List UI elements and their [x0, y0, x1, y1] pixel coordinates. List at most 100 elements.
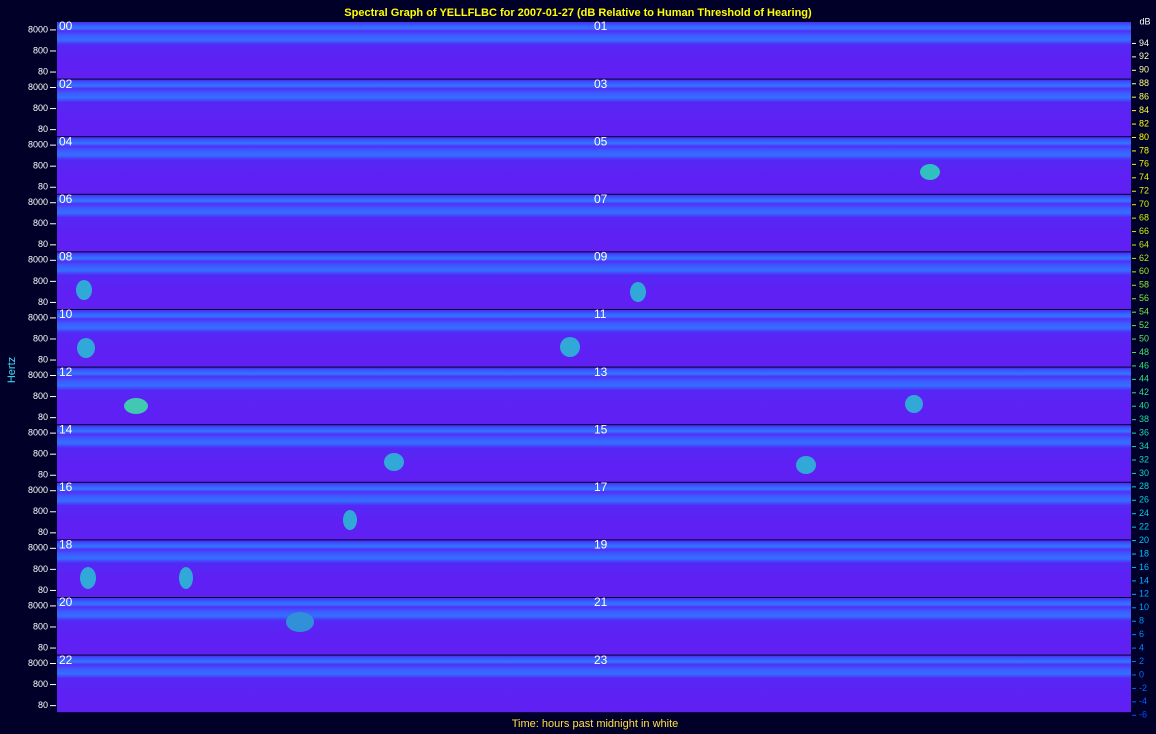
y-tick-label: 80	[38, 297, 48, 307]
colorbar-tick-label: 70	[1139, 199, 1149, 209]
y-tick-label: 800	[33, 161, 48, 171]
colorbar-tick-label: 88	[1139, 78, 1149, 88]
blob	[905, 395, 923, 413]
y-tick-label: 800	[33, 564, 48, 574]
spectrogram-panel	[592, 22, 1131, 79]
colorbar-tick-label: 62	[1139, 253, 1149, 263]
spectrogram-panel	[592, 483, 1131, 540]
spectrogram-panel	[592, 310, 1131, 367]
colorbar-tick-label: 74	[1139, 172, 1149, 182]
colorbar-tick-label: 14	[1139, 575, 1149, 585]
spectrogram-panel	[592, 656, 1131, 713]
colorbar-tick-label: 10	[1139, 602, 1149, 612]
colorbar-tick-label: 6	[1139, 629, 1144, 639]
colorbar-tick-label: 94	[1139, 38, 1149, 48]
colorbar-tick-label: 82	[1139, 118, 1149, 128]
spectrogram-panel	[592, 252, 1131, 309]
spectrogram-panel	[592, 425, 1131, 482]
hour-label: 04	[59, 134, 73, 148]
blob	[796, 456, 816, 474]
colorbar-tick-label: -4	[1139, 696, 1147, 706]
colorbar-tick-label: -2	[1139, 683, 1147, 693]
hour-label: 01	[594, 19, 608, 33]
y-tick-label: 8000	[28, 197, 48, 207]
spectrogram-panel	[57, 195, 592, 252]
colorbar-tick-label: 2	[1139, 656, 1144, 666]
blob	[286, 612, 314, 632]
hour-label: 20	[59, 595, 73, 609]
y-tick-label: 80	[38, 182, 48, 192]
hour-label: 09	[594, 250, 608, 264]
y-tick-label: 80	[38, 527, 48, 537]
y-tick-label: 80	[38, 700, 48, 710]
colorbar-tick-label: 44	[1139, 374, 1149, 384]
hour-label: 18	[59, 538, 73, 552]
colorbar-tick-label: 78	[1139, 145, 1149, 155]
chart: Spectral Graph of YELLFLBC for 2007-01-2…	[0, 0, 1156, 734]
colorbar-tick-label: 66	[1139, 226, 1149, 236]
colorbar-tick-label: 24	[1139, 508, 1149, 518]
hour-label: 00	[59, 19, 73, 33]
colorbar-tick-label: 84	[1139, 105, 1149, 115]
spectrogram-panel	[592, 80, 1131, 137]
hour-label: 12	[59, 365, 73, 379]
y-tick-label: 80	[38, 412, 48, 422]
chart-title: Spectral Graph of YELLFLBC for 2007-01-2…	[344, 7, 812, 19]
colorbar-tick-label: -6	[1139, 710, 1147, 720]
hour-label: 19	[594, 538, 608, 552]
colorbar-tick-label: 18	[1139, 548, 1149, 558]
y-tick-label: 80	[38, 354, 48, 364]
colorbar-tick-label: 80	[1139, 132, 1149, 142]
spectrogram-panel	[592, 598, 1131, 655]
blob	[124, 398, 148, 414]
colorbar-tick-label: 90	[1139, 65, 1149, 75]
colorbar-tick-label: 58	[1139, 280, 1149, 290]
spectrogram-panel	[57, 425, 592, 482]
colorbar-tick-label: 64	[1139, 239, 1149, 249]
y-tick-label: 8000	[28, 312, 48, 322]
hour-label: 22	[59, 653, 73, 667]
y-tick-label: 8000	[28, 139, 48, 149]
spectrogram-panel	[592, 540, 1131, 597]
y-tick-label: 800	[33, 103, 48, 113]
spectrogram-panel	[57, 368, 592, 425]
spectrogram-panel	[592, 137, 1131, 194]
blob	[80, 567, 96, 589]
spectrogram-panel	[592, 368, 1131, 425]
colorbar-tick-label: 42	[1139, 387, 1149, 397]
spectrogram-panel	[57, 22, 592, 79]
colorbar-tick-label: 8	[1139, 616, 1144, 626]
hour-label: 11	[594, 307, 607, 321]
colorbar-tick-label: 0	[1139, 669, 1144, 679]
colorbar-tick-label: 72	[1139, 186, 1149, 196]
hour-label: 14	[59, 422, 73, 436]
y-tick-label: 80	[38, 66, 48, 76]
hour-label: 07	[594, 192, 608, 206]
blob	[560, 337, 580, 357]
y-tick-label: 8000	[28, 600, 48, 610]
y-tick-label: 800	[33, 391, 48, 401]
hour-label: 06	[59, 192, 73, 206]
y-tick-label: 8000	[28, 255, 48, 265]
colorbar-tick-label: 92	[1139, 51, 1149, 61]
spectrogram-panel	[57, 598, 592, 655]
page: Spectral Graph of YELLFLBC for 2007-01-2…	[0, 0, 1156, 734]
hour-label: 02	[59, 77, 73, 91]
y-tick-label: 8000	[28, 658, 48, 668]
spectrogram-panel	[57, 310, 592, 367]
y-tick-label: 80	[38, 470, 48, 480]
hour-label: 05	[594, 134, 608, 148]
y-tick-label: 80	[38, 585, 48, 595]
y-axis-label: Hertz	[6, 357, 18, 383]
colorbar-tick-label: 68	[1139, 212, 1149, 222]
blob	[630, 282, 646, 302]
hour-label: 13	[594, 365, 608, 379]
blob	[384, 453, 404, 471]
hour-label: 21	[594, 595, 608, 609]
colorbar-tick-label: 26	[1139, 495, 1149, 505]
y-tick-label: 800	[33, 506, 48, 516]
colorbar-tick-label: 32	[1139, 454, 1149, 464]
y-tick-label: 8000	[28, 427, 48, 437]
y-tick-label: 80	[38, 239, 48, 249]
hour-label: 16	[59, 480, 73, 494]
